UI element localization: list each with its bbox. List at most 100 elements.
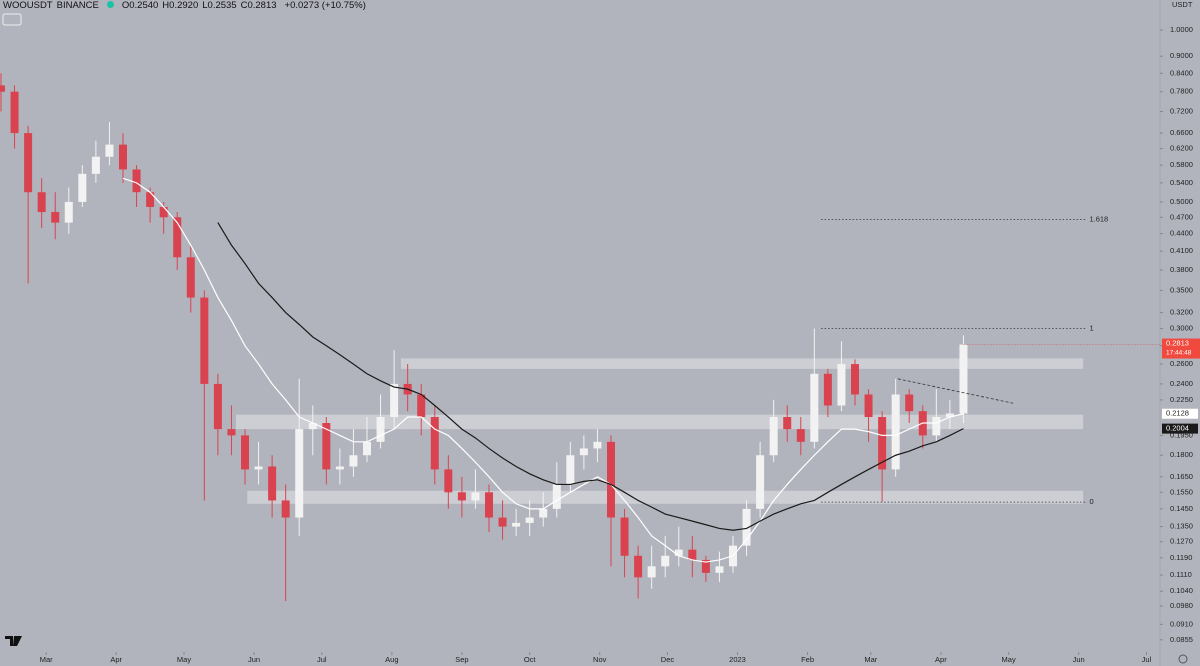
y-tick-label: 0.1040: [1170, 586, 1193, 595]
symbol: WOOUSDT: [3, 0, 53, 11]
countdown: 17:44:48: [1166, 349, 1192, 356]
candle-body: [539, 508, 548, 518]
candle-body: [864, 394, 873, 418]
collapse-button[interactable]: [2, 13, 22, 26]
ma-price-box: [1162, 408, 1198, 419]
candle-body: [0, 85, 5, 92]
exchange: BINANCE: [56, 0, 99, 11]
x-tick-label: Oct: [524, 655, 537, 664]
candle-body: [295, 429, 304, 518]
candle-body: [254, 466, 263, 470]
ohlc-key: H: [162, 0, 170, 11]
x-tick-label: Apr: [935, 655, 947, 664]
candle-body: [186, 257, 195, 298]
ohlc-value: 0.2920: [169, 0, 199, 11]
y-tick-label: 0.1190: [1170, 553, 1192, 562]
change: +0.0273 (+10.75%): [284, 0, 366, 11]
candle-body: [851, 364, 859, 395]
candle-body: [485, 492, 493, 518]
candle-body: [159, 206, 168, 218]
candle-body: [701, 559, 710, 573]
candle-body: [823, 373, 832, 406]
y-tick-label: 0.4700: [1170, 212, 1193, 221]
candle-body: [498, 517, 507, 527]
x-tick-label: 2023: [729, 655, 746, 664]
candle-body: [607, 441, 615, 518]
candle-body: [674, 549, 683, 556]
y-tick-label: 0.5400: [1170, 178, 1193, 187]
x-tick-label: Jul: [317, 655, 327, 664]
candle-body: [796, 429, 805, 442]
candle-body: [363, 441, 371, 456]
x-tick-label: Nov: [593, 655, 607, 664]
y-tick-label: 0.3500: [1170, 285, 1193, 294]
logo: [5, 636, 22, 646]
x-tick-label: Jun: [1073, 655, 1085, 664]
candle-body: [756, 455, 765, 509]
y-tick-label: 0.7800: [1170, 87, 1193, 96]
y-tick-label: 0.1350: [1170, 522, 1193, 531]
ohlc-key: O: [121, 0, 130, 11]
candle-body: [579, 448, 588, 456]
candle-body: [932, 417, 941, 436]
x-tick-label: Jun: [248, 655, 260, 664]
candle-body: [430, 417, 439, 470]
y-tick-label: 0.3000: [1170, 324, 1193, 333]
y-tick-label: 0.1270: [1170, 537, 1193, 546]
candle-body: [810, 373, 819, 442]
candle-body: [891, 394, 900, 470]
y-tick-label: 0.2250: [1170, 395, 1193, 404]
candle-body: [119, 144, 127, 170]
x-tick-label: Aug: [385, 655, 398, 664]
zone: [247, 490, 1084, 504]
candle-body: [715, 566, 724, 573]
y-tick-label: 0.5800: [1170, 160, 1193, 169]
y-tick-label: 0.1950: [1170, 430, 1193, 439]
candle-body: [91, 156, 100, 174]
candle-body: [525, 517, 534, 523]
ma-price-label: 0.2004: [1166, 424, 1189, 433]
ohlc-key: C: [240, 0, 248, 11]
candle-body: [634, 555, 643, 578]
candle-body: [51, 212, 60, 223]
candle-body: [661, 555, 670, 567]
status-dot: [106, 1, 114, 8]
candle-body: [146, 192, 155, 207]
y-tick-label: 1.0000: [1170, 25, 1193, 34]
x-tick-label: Mar: [864, 655, 877, 664]
y-tick-label: 0.3200: [1170, 308, 1193, 317]
candle-body: [24, 133, 33, 193]
y-tick-label: 0.0910: [1170, 619, 1193, 628]
y-tick-label: 0.2600: [1170, 359, 1193, 368]
candle-body: [945, 413, 954, 418]
y-tick-label: 0.0980: [1170, 601, 1193, 610]
settings-icon[interactable]: [1178, 654, 1188, 664]
y-tick-label: 0.3800: [1170, 265, 1193, 274]
candle-body: [444, 469, 453, 493]
x-tick-label: Dec: [661, 655, 675, 664]
candle-body: [227, 429, 236, 436]
ohlc-value: 0.2535: [207, 0, 237, 11]
candle-body: [783, 417, 792, 430]
x-tick-label: Mar: [40, 655, 53, 664]
candle-body: [10, 91, 19, 134]
y-tick-label: 0.1110: [1170, 570, 1192, 579]
y-tick-label: 0.6200: [1170, 144, 1193, 153]
candle-body: [322, 422, 331, 470]
candle-body: [281, 500, 290, 518]
ohlc-value: 0.2813: [247, 0, 277, 11]
currency: USDT: [1172, 0, 1193, 9]
fib-label: 1: [1089, 324, 1093, 333]
moving-average: [217, 222, 964, 531]
candle-body: [241, 435, 249, 470]
candle-body: [566, 455, 575, 485]
y-tick-label: 0.2400: [1170, 379, 1193, 388]
candle-body: [620, 517, 629, 556]
fib-label: 1.618: [1089, 214, 1108, 223]
candle-body: [959, 344, 968, 414]
candle-body: [376, 417, 385, 442]
candle-body: [213, 383, 222, 430]
candle-body: [905, 394, 914, 412]
